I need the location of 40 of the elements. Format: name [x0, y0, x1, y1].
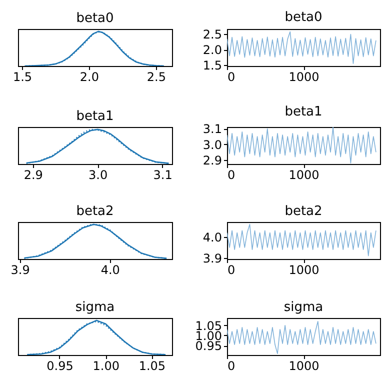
x-tick-label: 4.0 — [100, 263, 120, 277]
line-series — [227, 321, 376, 354]
chart-title: beta0 — [284, 10, 322, 26]
x-tick-label: 1.05 — [138, 359, 166, 373]
y-tick-label: 3.9 — [202, 251, 222, 266]
y-tick-label: 3.1 — [202, 122, 222, 136]
chart-title: beta2 — [76, 204, 114, 219]
chart-title: sigma — [284, 300, 324, 315]
x-tick-label: 1.5 — [12, 70, 32, 84]
x-tick-label: 3.1 — [153, 168, 172, 182]
y-tick-label: 2.0 — [202, 43, 222, 58]
line-series — [227, 127, 376, 164]
chart-title: beta0 — [76, 11, 114, 26]
x-tick-label: 1.00 — [92, 359, 120, 373]
y-tick-label: 2.9 — [202, 153, 222, 168]
x-tick-label: 0.95 — [46, 359, 74, 373]
x-tick-label: 1000 — [288, 263, 320, 277]
y-tick-label: 0.95 — [195, 339, 222, 354]
x-tick-label: 2.9 — [24, 168, 43, 182]
x-tick-label: 3.9 — [10, 263, 30, 277]
x-tick-label: 2.5 — [146, 70, 166, 84]
x-tick-label: 0 — [228, 168, 236, 182]
x-tick-label: 0 — [228, 359, 236, 373]
x-tick-label: 1000 — [288, 359, 320, 373]
y-tick-label: 3.0 — [202, 138, 222, 152]
chart-title: beta1 — [284, 104, 322, 120]
x-tick-label: 2.0 — [80, 70, 100, 84]
y-tick-label: 1.5 — [202, 58, 222, 73]
chart-title: beta2 — [284, 204, 322, 219]
chart-title: beta1 — [76, 109, 114, 124]
y-tick-label: 4.0 — [202, 230, 222, 244]
x-tick-label: 0 — [228, 70, 236, 84]
chart-title: sigma — [75, 300, 115, 315]
y-tick-label: 2.5 — [202, 28, 222, 42]
x-tick-label: 3.0 — [88, 168, 108, 182]
line-series — [227, 224, 376, 256]
line-series — [227, 31, 376, 64]
x-tick-label: 1000 — [288, 70, 320, 84]
x-tick-label: 1000 — [288, 168, 320, 182]
x-tick-label: 0 — [228, 263, 236, 277]
